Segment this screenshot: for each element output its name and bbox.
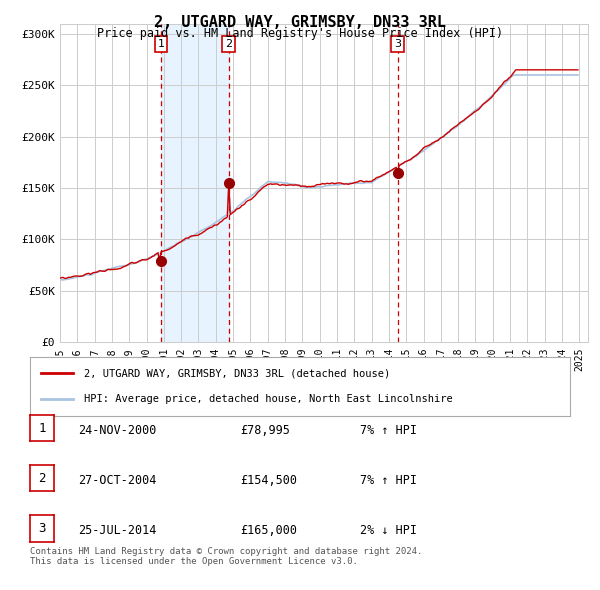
- Text: 24-NOV-2000: 24-NOV-2000: [78, 424, 157, 437]
- Text: HPI: Average price, detached house, North East Lincolnshire: HPI: Average price, detached house, Nort…: [84, 395, 453, 404]
- Text: 2: 2: [38, 471, 46, 485]
- Bar: [571, 24, 588, 342]
- Text: £154,500: £154,500: [240, 474, 297, 487]
- Text: 1: 1: [38, 421, 46, 435]
- Text: 2, UTGARD WAY, GRIMSBY, DN33 3RL (detached house): 2, UTGARD WAY, GRIMSBY, DN33 3RL (detach…: [84, 369, 390, 378]
- Text: 3: 3: [394, 39, 401, 49]
- Text: 7% ↑ HPI: 7% ↑ HPI: [360, 474, 417, 487]
- Text: 3: 3: [38, 522, 46, 535]
- Text: £78,995: £78,995: [240, 424, 290, 437]
- Text: Price paid vs. HM Land Registry's House Price Index (HPI): Price paid vs. HM Land Registry's House …: [97, 27, 503, 40]
- Text: Contains HM Land Registry data © Crown copyright and database right 2024.
This d: Contains HM Land Registry data © Crown c…: [30, 547, 422, 566]
- Text: 27-OCT-2004: 27-OCT-2004: [78, 474, 157, 487]
- Bar: [161, 24, 229, 342]
- Text: 7% ↑ HPI: 7% ↑ HPI: [360, 424, 417, 437]
- Text: 1: 1: [157, 39, 164, 49]
- Text: 25-JUL-2014: 25-JUL-2014: [78, 525, 157, 537]
- Text: £165,000: £165,000: [240, 525, 297, 537]
- Text: 2: 2: [225, 39, 232, 49]
- Text: 2, UTGARD WAY, GRIMSBY, DN33 3RL: 2, UTGARD WAY, GRIMSBY, DN33 3RL: [154, 15, 446, 30]
- Text: 2% ↓ HPI: 2% ↓ HPI: [360, 525, 417, 537]
